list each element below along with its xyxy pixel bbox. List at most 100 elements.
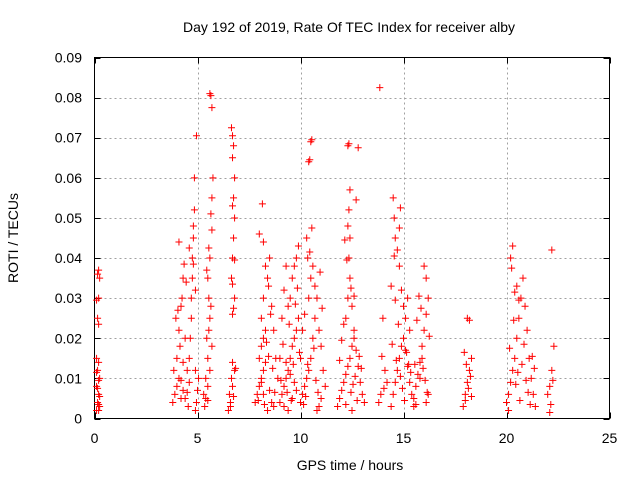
data-point (189, 222, 197, 230)
data-point (334, 402, 342, 410)
data-point (203, 334, 211, 342)
data-point (185, 354, 193, 362)
data-point (342, 400, 350, 408)
data-point (348, 406, 356, 414)
data-point (529, 390, 537, 398)
y-tick-label: 0.03 (55, 290, 82, 306)
data-point (546, 408, 554, 416)
x-axis-label: GPS time / hours (297, 457, 404, 473)
data-point (319, 366, 327, 374)
data-point (303, 234, 311, 242)
data-point (171, 390, 179, 398)
tick-labels: 0 5 10 15 20 25 0 0.01 0.02 0.03 0.04 0.05 0.06 0.07 0… (55, 50, 618, 447)
y-tick-label: 0 (74, 411, 82, 427)
data-point (375, 398, 383, 406)
data-point (279, 340, 287, 348)
data-point (356, 378, 364, 386)
data-point (230, 142, 238, 150)
data-point (313, 294, 321, 302)
data-point (507, 378, 515, 386)
data-point (387, 402, 395, 410)
data-point (230, 194, 238, 202)
data-point (206, 314, 214, 322)
data-point (317, 394, 325, 402)
data-point (360, 398, 368, 406)
data-point (187, 314, 195, 322)
data-point (406, 326, 414, 334)
data-point (176, 342, 184, 350)
data-point (348, 342, 356, 350)
data-point (294, 242, 302, 250)
data-point (391, 234, 399, 242)
data-point (391, 296, 399, 304)
data-point (395, 262, 403, 270)
data-points (93, 84, 558, 416)
data-point (282, 374, 290, 382)
data-point (189, 234, 197, 242)
data-point (317, 342, 325, 350)
data-point (226, 402, 234, 410)
data-point (208, 104, 216, 112)
data-point (311, 314, 319, 322)
data-point (423, 388, 431, 396)
x-tick-label: 20 (499, 430, 515, 446)
data-point (191, 366, 199, 374)
data-point (463, 378, 471, 386)
data-point (338, 386, 346, 394)
data-point (271, 388, 279, 396)
data-point (261, 326, 269, 334)
y-tick-label: 0.04 (55, 250, 82, 266)
data-point (170, 366, 178, 374)
x-tick-label: 15 (396, 430, 412, 446)
data-point (503, 398, 510, 406)
data-point (230, 392, 238, 400)
data-point (461, 390, 469, 398)
data-point (401, 396, 409, 404)
data-point (175, 326, 183, 334)
data-point (294, 314, 302, 322)
data-point (531, 402, 539, 410)
y-axis-label: ROTI / TECUs (5, 193, 21, 283)
data-point (194, 386, 201, 394)
data-point (286, 354, 294, 362)
data-point (516, 396, 524, 404)
data-point (180, 260, 188, 268)
data-point (354, 144, 362, 152)
data-point (509, 366, 517, 374)
data-point (524, 388, 532, 396)
data-point (255, 230, 263, 238)
data-point (412, 382, 420, 390)
data-point (200, 390, 208, 398)
data-point (465, 316, 473, 324)
data-point (278, 390, 286, 398)
data-point (230, 234, 238, 242)
x-tick-label: 25 (602, 430, 618, 446)
data-point (394, 320, 402, 328)
data-point (511, 288, 519, 296)
data-point (278, 314, 286, 322)
data-point (412, 400, 420, 408)
data-point (548, 366, 556, 374)
data-point (257, 378, 265, 386)
data-point (264, 274, 272, 282)
data-point (347, 388, 355, 396)
data-point (179, 274, 187, 282)
data-point (96, 392, 104, 400)
data-point (520, 340, 528, 348)
data-point (410, 394, 418, 402)
data-point (270, 402, 278, 410)
data-point (340, 378, 348, 386)
data-point (229, 202, 237, 210)
data-point (352, 346, 360, 354)
data-point (413, 316, 421, 324)
data-point (96, 402, 104, 410)
data-point (351, 372, 359, 380)
data-point (390, 252, 398, 260)
data-point (227, 274, 235, 282)
data-point (185, 378, 193, 386)
data-point (304, 254, 312, 262)
data-point (521, 302, 529, 310)
data-point (420, 326, 428, 334)
data-point (342, 314, 350, 322)
y-tick-label: 0.06 (55, 170, 82, 186)
